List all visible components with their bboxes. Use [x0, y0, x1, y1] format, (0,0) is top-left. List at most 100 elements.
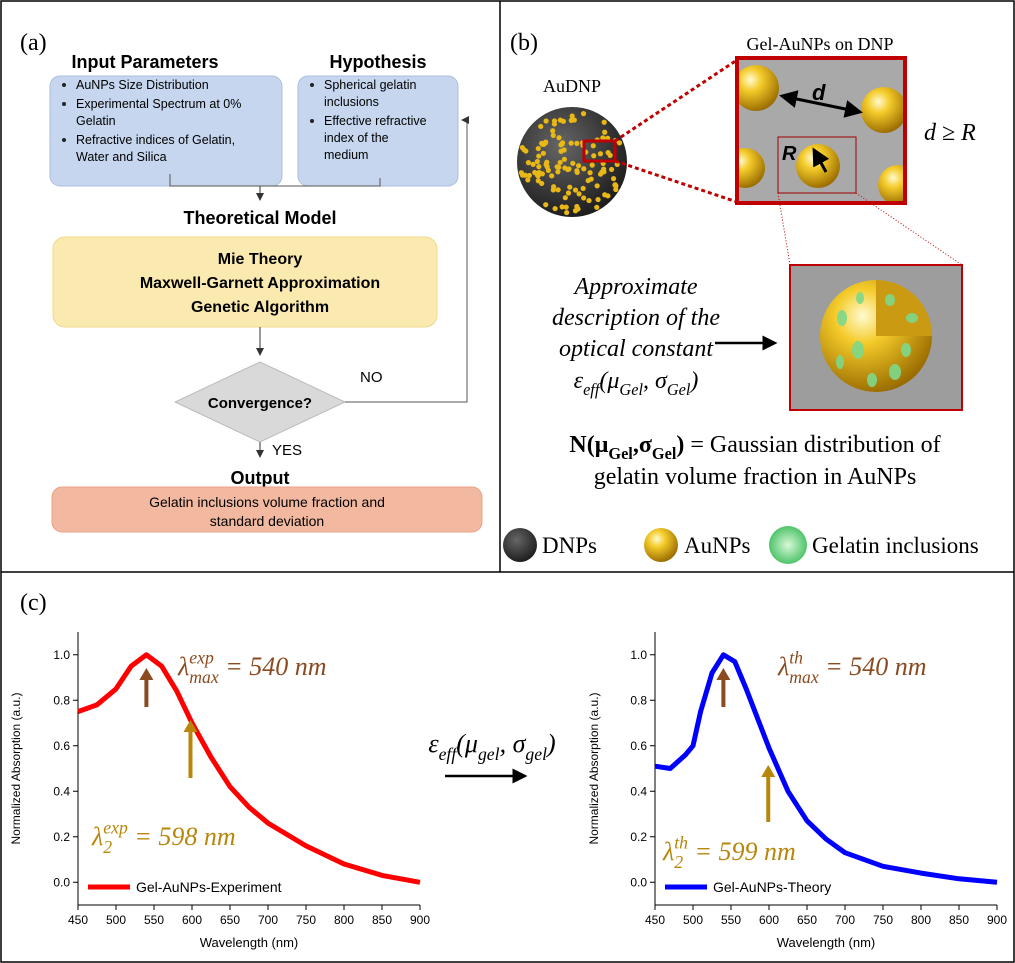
legend-label: AuNPs	[684, 533, 751, 558]
arrow-label: εeff(μgel, σgel)	[428, 729, 555, 764]
math-part: (μ	[599, 368, 619, 394]
dnp-dot	[595, 183, 600, 188]
x-tick-label: 650	[797, 913, 817, 927]
math-part: (μ	[587, 432, 609, 458]
x-tick-label: 500	[106, 913, 126, 927]
particle-label: AuDNP	[543, 76, 601, 96]
dnp-dot	[539, 181, 544, 186]
y-tick-label: 0.4	[630, 784, 647, 798]
math-part: = 598 nm	[128, 822, 236, 851]
annotation-arrowhead	[761, 765, 775, 777]
math-part: 2	[103, 837, 112, 857]
legend-label: Gelatin inclusions	[812, 533, 979, 558]
x-tick-label: 800	[334, 913, 354, 927]
dnp-dot	[609, 167, 614, 172]
dnp-dot	[590, 163, 595, 168]
math-part: = 540 nm	[219, 652, 327, 681]
dnp-dot	[549, 173, 554, 178]
dnp-dot	[605, 193, 610, 198]
math-part: max	[189, 667, 219, 687]
math-part: = Gaussian distribution of	[684, 432, 940, 458]
math-part: max	[789, 667, 819, 687]
panel-b: (b) Gel-AuNPs on DNP AuDNP d R d ≥ R	[503, 30, 979, 564]
dnp-dot	[527, 173, 532, 178]
panel-label: (b)	[510, 30, 538, 56]
legend-label: DNPs	[542, 533, 597, 558]
dnp-dot	[543, 140, 548, 145]
bullet-text: medium	[324, 148, 368, 162]
bullet-text: inclusions	[324, 95, 379, 109]
annotation: λthmax = 540 nm	[777, 647, 927, 687]
y-tick-label: 0.2	[630, 830, 647, 844]
math-part: gel	[478, 744, 500, 764]
math-part: ,σ	[633, 432, 652, 458]
math-part: gel	[525, 744, 547, 764]
math-part: , σ	[500, 729, 527, 758]
zoom-title: Gel-AuNPs on DNP	[746, 34, 893, 54]
dnp-dot	[581, 186, 586, 191]
panel-label: (a)	[20, 30, 47, 56]
dnp-dot	[538, 124, 543, 129]
x-tick-label: 700	[835, 913, 855, 927]
distribution-label: N(μGel,σGel) = Gaussian distribution of	[569, 432, 940, 463]
y-tick-label: 1.0	[53, 648, 70, 662]
math-part: 2	[674, 852, 683, 872]
math-part: = 540 nm	[819, 652, 927, 681]
dnp-dot	[566, 190, 571, 195]
x-axis-label: Wavelength (nm)	[200, 935, 299, 950]
panel-a: (a) Input Parameters Hypothesis Theoreti…	[20, 30, 482, 532]
x-tick-label: 500	[683, 913, 703, 927]
input-box	[50, 76, 282, 186]
x-tick-label: 450	[645, 913, 665, 927]
dnp-dot	[570, 113, 575, 118]
annotation-arrowhead	[139, 668, 153, 680]
math-part: exp	[189, 647, 214, 667]
dnp-dot	[601, 167, 606, 172]
dnp-dot	[541, 151, 546, 156]
legend-icon	[769, 526, 807, 564]
annotation: λth2 = 599 nm	[662, 832, 796, 872]
x-tick-label: 700	[258, 913, 278, 927]
dnp-dot	[581, 166, 586, 171]
dnp-dot	[573, 187, 578, 192]
x-tick-label: 900	[410, 913, 430, 927]
x-tick-label: 600	[759, 913, 779, 927]
dnp-dot	[574, 141, 579, 146]
dnp-dot	[556, 135, 561, 140]
legend-icon	[503, 528, 537, 562]
y-tick-label: 0.0	[53, 875, 70, 889]
dnp-dot	[569, 118, 574, 123]
dnp-dot	[574, 168, 579, 173]
dnp-dot	[591, 143, 596, 148]
dnp-dot	[525, 177, 530, 182]
dnp-dot	[574, 204, 579, 209]
dnp-dot	[591, 153, 596, 158]
x-tick-label: 900	[987, 913, 1007, 927]
bullet-text: AuNPs Size Distribution	[76, 78, 209, 92]
dnp-dot	[526, 160, 531, 165]
y-tick-label: 0.4	[53, 784, 70, 798]
dnp-dot	[562, 157, 567, 162]
dnp-dot	[535, 159, 540, 164]
bullet-text: Gelatin	[76, 114, 116, 128]
math-part: λ	[662, 837, 674, 866]
bullet	[310, 83, 314, 87]
y-tick-label: 0.0	[630, 875, 647, 889]
box-title: Output	[231, 468, 290, 488]
x-tick-label: 850	[372, 913, 392, 927]
x-tick-label: 600	[182, 913, 202, 927]
math-part: λ	[91, 822, 103, 851]
bullet-text: index of the	[324, 131, 389, 145]
dnp-dot	[586, 178, 591, 183]
dnp-dot	[594, 205, 599, 210]
dnp-dot	[602, 130, 607, 135]
dnp-dot	[543, 202, 548, 207]
dnp-dot	[564, 210, 569, 215]
legend-label: Gel-AuNPs-Theory	[713, 879, 831, 895]
bullet-text: Effective refractive	[324, 114, 427, 128]
bullet	[62, 83, 66, 87]
dnp-dot	[563, 195, 568, 200]
math-part: Gel	[619, 380, 643, 399]
dnp-dot	[576, 191, 581, 196]
description: optical constant	[559, 336, 714, 362]
